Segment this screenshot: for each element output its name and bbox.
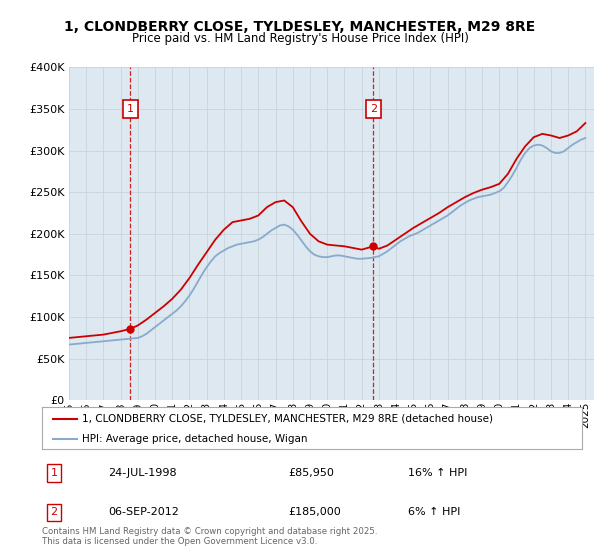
Text: 2: 2	[50, 507, 58, 517]
Text: 06-SEP-2012: 06-SEP-2012	[108, 507, 179, 517]
Text: Contains HM Land Registry data © Crown copyright and database right 2025.
This d: Contains HM Land Registry data © Crown c…	[42, 526, 377, 546]
Text: 1, CLONDBERRY CLOSE, TYLDESLEY, MANCHESTER, M29 8RE: 1, CLONDBERRY CLOSE, TYLDESLEY, MANCHEST…	[64, 20, 536, 34]
Text: £185,000: £185,000	[288, 507, 341, 517]
Text: HPI: Average price, detached house, Wigan: HPI: Average price, detached house, Wiga…	[83, 433, 308, 444]
Text: 1, CLONDBERRY CLOSE, TYLDESLEY, MANCHESTER, M29 8RE (detached house): 1, CLONDBERRY CLOSE, TYLDESLEY, MANCHEST…	[83, 414, 493, 424]
Text: 6% ↑ HPI: 6% ↑ HPI	[408, 507, 460, 517]
Text: £85,950: £85,950	[288, 468, 334, 478]
Text: 24-JUL-1998: 24-JUL-1998	[108, 468, 176, 478]
Text: 1: 1	[127, 104, 134, 114]
Text: 16% ↑ HPI: 16% ↑ HPI	[408, 468, 467, 478]
Text: 2: 2	[370, 104, 377, 114]
Text: 1: 1	[50, 468, 58, 478]
Text: Price paid vs. HM Land Registry's House Price Index (HPI): Price paid vs. HM Land Registry's House …	[131, 32, 469, 45]
